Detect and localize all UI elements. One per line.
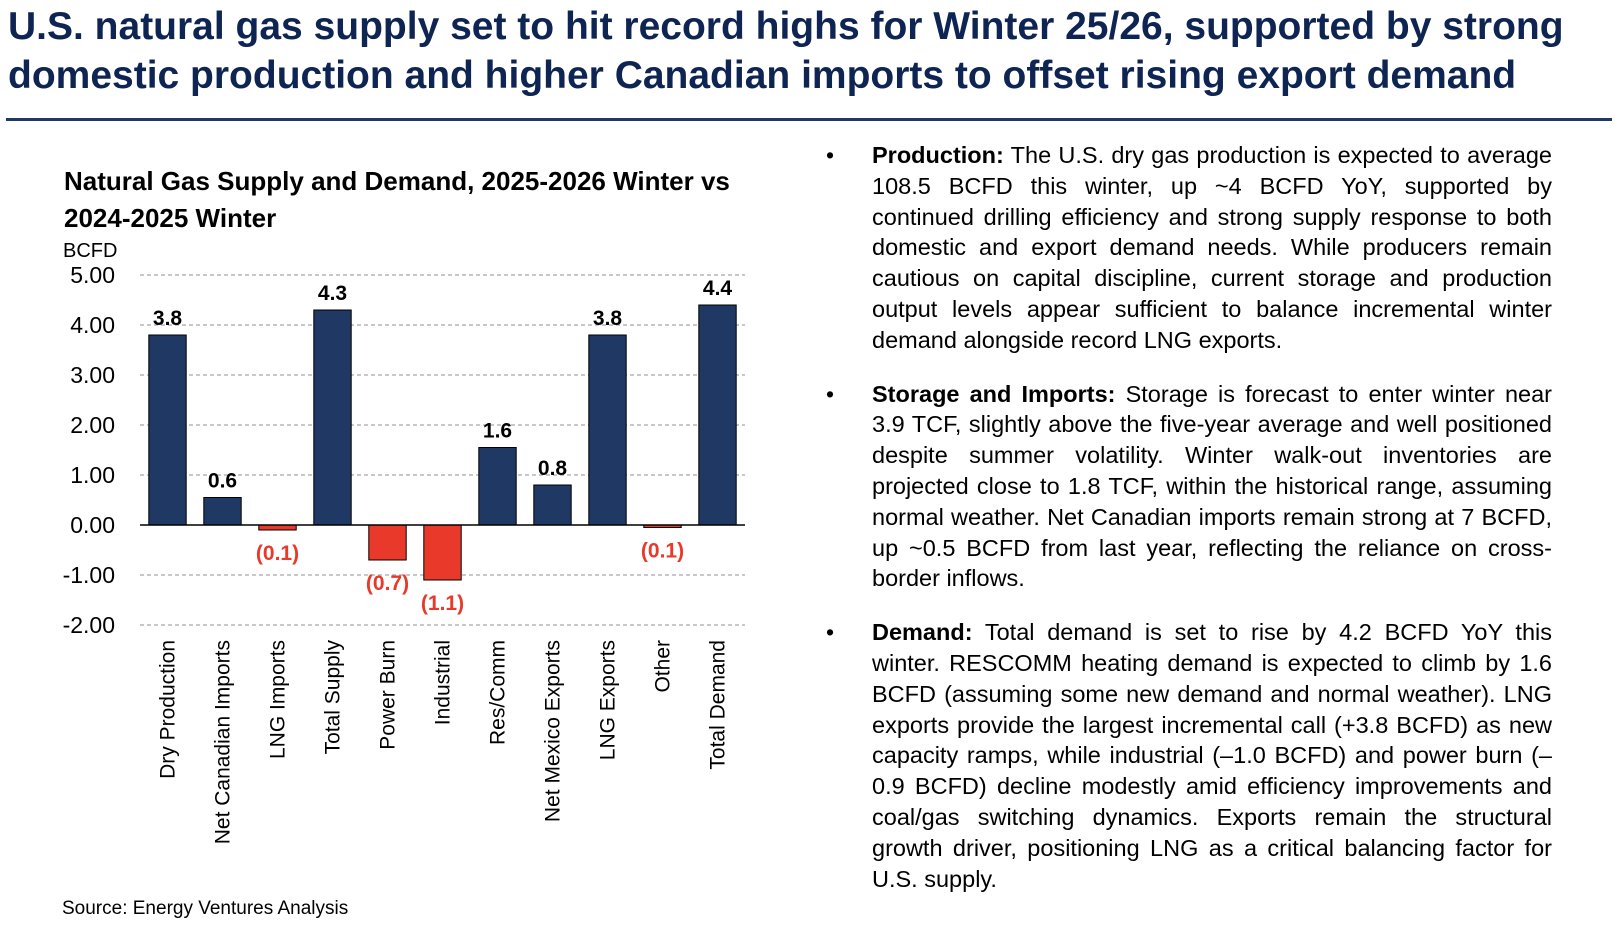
headline: U.S. natural gas supply set to hit recor… bbox=[8, 5, 1564, 97]
data-label: 4.3 bbox=[318, 282, 347, 305]
bullet-dot: • bbox=[826, 142, 835, 168]
bar-power-burn bbox=[368, 524, 407, 561]
data-label: 4.4 bbox=[703, 277, 733, 300]
x-tick-label: LNG Imports bbox=[267, 640, 290, 759]
bullet-heading: Demand: bbox=[872, 619, 973, 646]
bar-res-comm bbox=[478, 447, 517, 526]
bullet-storage-imports: • Storage and Imports: Storage is foreca… bbox=[826, 379, 1552, 595]
source-note: Source: Energy Ventures Analysis bbox=[62, 898, 349, 919]
y-tick-label: -1.00 bbox=[63, 562, 115, 588]
x-tick-label: Industrial bbox=[432, 640, 455, 725]
x-tick-label: Total Supply bbox=[322, 640, 345, 755]
data-label: 3.8 bbox=[593, 307, 623, 330]
bar-lng-exports bbox=[588, 334, 627, 526]
data-label: (1.1) bbox=[421, 592, 464, 615]
x-tick-label: Dry Production bbox=[157, 640, 180, 779]
data-label: 1.6 bbox=[483, 420, 512, 443]
bullet-production: • Production: The U.S. dry gas productio… bbox=[826, 140, 1552, 356]
bar-total-supply bbox=[313, 309, 352, 526]
data-label: (0.1) bbox=[256, 542, 299, 565]
y-tick-label: 2.00 bbox=[70, 412, 115, 438]
bar-dry-production bbox=[148, 334, 187, 526]
y-tick-label: 1.00 bbox=[70, 462, 115, 488]
bar-total-demand bbox=[698, 304, 737, 526]
bullet-dot: • bbox=[826, 380, 835, 407]
bar-net-canadian-imports bbox=[203, 497, 242, 526]
data-label: (0.1) bbox=[641, 540, 684, 563]
x-tick-label: Net Mexico Exports bbox=[542, 640, 565, 822]
y-tick-label: -2.00 bbox=[63, 612, 115, 638]
bar-industrial bbox=[423, 524, 462, 581]
x-tick-label: Res/Comm bbox=[487, 640, 510, 745]
y-tick-label: 5.00 bbox=[70, 262, 115, 288]
commentary-list: • Production: The U.S. dry gas productio… bbox=[826, 140, 1552, 917]
x-tick-label: LNG Exports bbox=[597, 640, 620, 760]
bullet-text: Storage is forecast to enter winter near… bbox=[872, 380, 1552, 592]
bullet-text: Total demand is set to rise by 4.2 BCFD … bbox=[872, 619, 1552, 892]
bullet-dot: • bbox=[826, 619, 835, 646]
y-axis-label: BCFD bbox=[63, 240, 117, 262]
bullet-demand: • Demand: Total demand is set to rise by… bbox=[826, 617, 1552, 894]
x-tick-label: Other bbox=[652, 640, 675, 693]
x-tick-label: Total Demand bbox=[707, 640, 730, 770]
data-label: 3.8 bbox=[153, 307, 183, 330]
chart-title: Natural Gas Supply and Demand, 2025-2026… bbox=[64, 166, 730, 233]
bar-net-mexico-exports bbox=[533, 484, 572, 526]
data-label: (0.7) bbox=[366, 572, 409, 595]
y-tick-label: 4.00 bbox=[70, 312, 115, 338]
data-label: 0.8 bbox=[538, 457, 568, 480]
headline-divider bbox=[6, 118, 1612, 121]
y-tick-label: 0.00 bbox=[70, 512, 115, 538]
bullet-text: The U.S. dry gas production is expected … bbox=[872, 142, 1552, 353]
data-label: 0.6 bbox=[208, 470, 237, 493]
y-tick-label: 3.00 bbox=[70, 362, 115, 388]
bullet-heading: Storage and Imports: bbox=[872, 380, 1116, 407]
x-tick-label: Power Burn bbox=[377, 640, 400, 750]
bullet-heading: Production: bbox=[872, 142, 1004, 168]
x-tick-label: Net Canadian Imports bbox=[212, 640, 235, 844]
